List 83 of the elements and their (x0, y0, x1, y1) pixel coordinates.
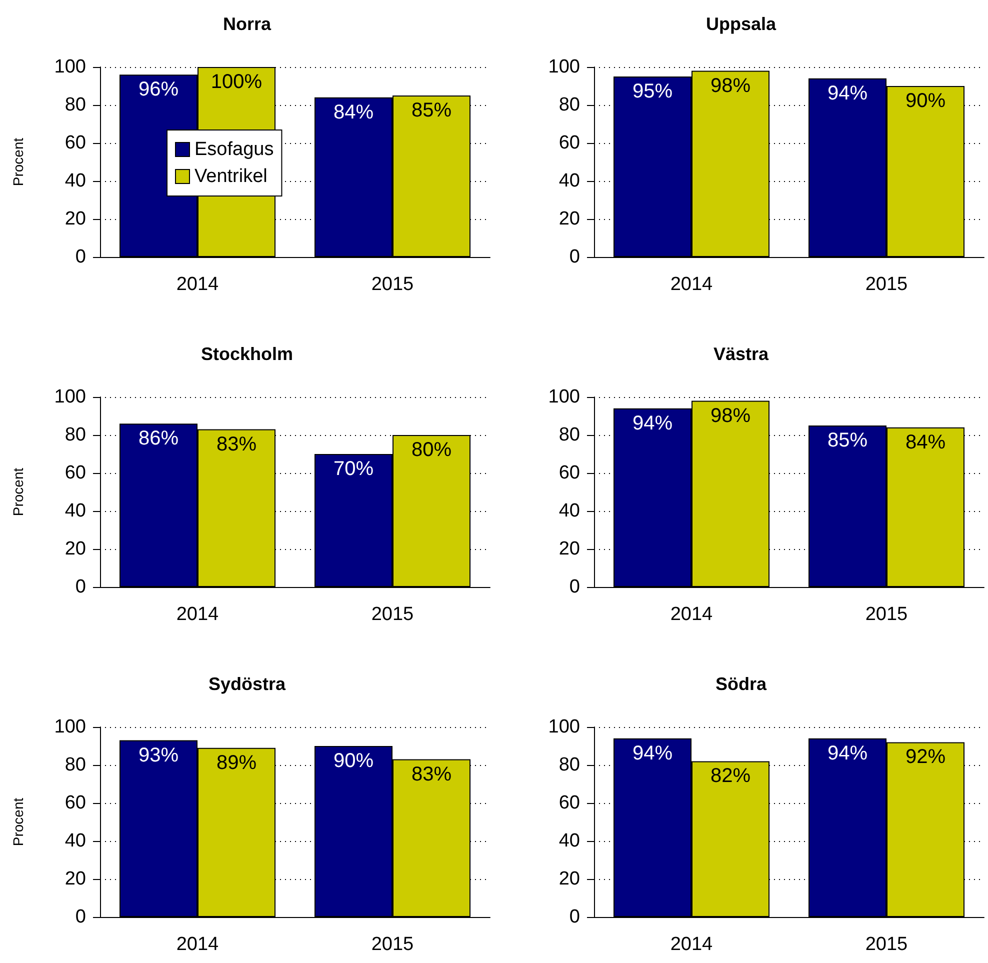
data-label: 98% (710, 404, 751, 427)
data-label: 70% (333, 458, 374, 480)
y-axis-title: Procent (10, 468, 26, 516)
chart-title: Västra (713, 344, 770, 364)
y-tick-label: 100 (548, 56, 580, 78)
y-tick-label: 20 (64, 538, 86, 560)
y-tick-label: 40 (64, 170, 86, 192)
y-tick-label: 20 (558, 868, 580, 890)
y-tick-label: 20 (558, 538, 580, 560)
data-label: 95% (632, 80, 673, 102)
data-label: 90% (333, 750, 374, 772)
data-label: 96% (138, 78, 179, 101)
x-tick-label: 2014 (670, 604, 714, 625)
y-tick-label: 0 (75, 246, 86, 268)
y-tick-label: 80 (558, 424, 580, 446)
y-tick-label: 100 (54, 386, 86, 408)
y-axis-title: Procent (10, 798, 26, 846)
y-tick-label: 80 (64, 424, 86, 446)
y-tick-label: 80 (64, 754, 86, 776)
y-tick-label: 60 (64, 462, 86, 484)
y-tick-label: 0 (569, 906, 580, 928)
x-tick-label: 2014 (176, 934, 220, 955)
y-tick-label: 40 (558, 170, 580, 192)
data-label: 89% (216, 752, 257, 774)
data-label: 85% (411, 100, 452, 122)
data-label: 100% (210, 71, 262, 93)
x-tick-label: 2015 (371, 274, 414, 295)
x-tick-label: 2015 (865, 934, 908, 955)
chart-title: Sydöstra (208, 674, 286, 694)
y-tick-label: 100 (548, 716, 580, 738)
y-tick-label: 20 (64, 868, 86, 890)
y-tick-label: 0 (569, 576, 580, 598)
x-tick-label: 2014 (670, 934, 714, 955)
y-tick-label: 60 (64, 792, 86, 814)
data-label: 82% (710, 765, 751, 788)
data-label: 84% (333, 101, 374, 124)
x-tick-label: 2015 (371, 604, 414, 625)
chart-title: Södra (715, 674, 768, 694)
y-tick-label: 100 (54, 716, 86, 738)
data-label: 94% (827, 82, 868, 104)
x-tick-label: 2015 (865, 604, 908, 625)
y-tick-label: 0 (75, 906, 86, 928)
y-tick-label: 20 (64, 208, 86, 230)
chart-title: Stockholm (200, 344, 294, 364)
y-tick-label: 40 (558, 500, 580, 522)
x-tick-label: 2014 (176, 604, 220, 625)
data-label: 83% (216, 433, 257, 456)
y-tick-label: 80 (64, 94, 86, 116)
y-tick-label: 40 (64, 830, 86, 852)
y-tick-label: 40 (64, 500, 86, 522)
y-tick-label: 40 (558, 830, 580, 852)
y-tick-label: 0 (75, 576, 86, 598)
data-label: 94% (632, 412, 673, 434)
data-label: 83% (411, 763, 452, 786)
y-tick-label: 0 (569, 246, 580, 268)
data-label: 85% (827, 430, 868, 452)
data-label: 84% (905, 431, 946, 454)
data-label: 90% (905, 90, 946, 112)
y-axis-title: Procent (10, 138, 26, 186)
data-label: 94% (827, 742, 868, 764)
legend-label: Ventrikel (194, 166, 268, 187)
data-label: 93% (138, 744, 179, 766)
data-label: 86% (138, 428, 179, 450)
chart-title: Uppsala (706, 14, 777, 34)
chart-title: Norra (222, 14, 272, 34)
y-tick-label: 60 (558, 132, 580, 154)
x-tick-label: 2015 (371, 934, 414, 955)
legend-label: Esofagus (194, 139, 274, 160)
y-tick-label: 80 (558, 94, 580, 116)
data-label: 98% (710, 74, 751, 97)
y-tick-label: 80 (558, 754, 580, 776)
data-label: 80% (411, 439, 452, 461)
x-tick-label: 2015 (865, 274, 908, 295)
y-tick-label: 100 (54, 56, 86, 78)
y-tick-label: 100 (548, 386, 580, 408)
data-label: 94% (632, 742, 673, 764)
x-tick-label: 2014 (670, 274, 714, 295)
data-label: 92% (905, 746, 946, 768)
y-tick-label: 60 (558, 462, 580, 484)
y-tick-label: 60 (558, 792, 580, 814)
y-tick-label: 20 (558, 208, 580, 230)
y-tick-label: 60 (64, 132, 86, 154)
x-tick-label: 2014 (176, 274, 220, 295)
